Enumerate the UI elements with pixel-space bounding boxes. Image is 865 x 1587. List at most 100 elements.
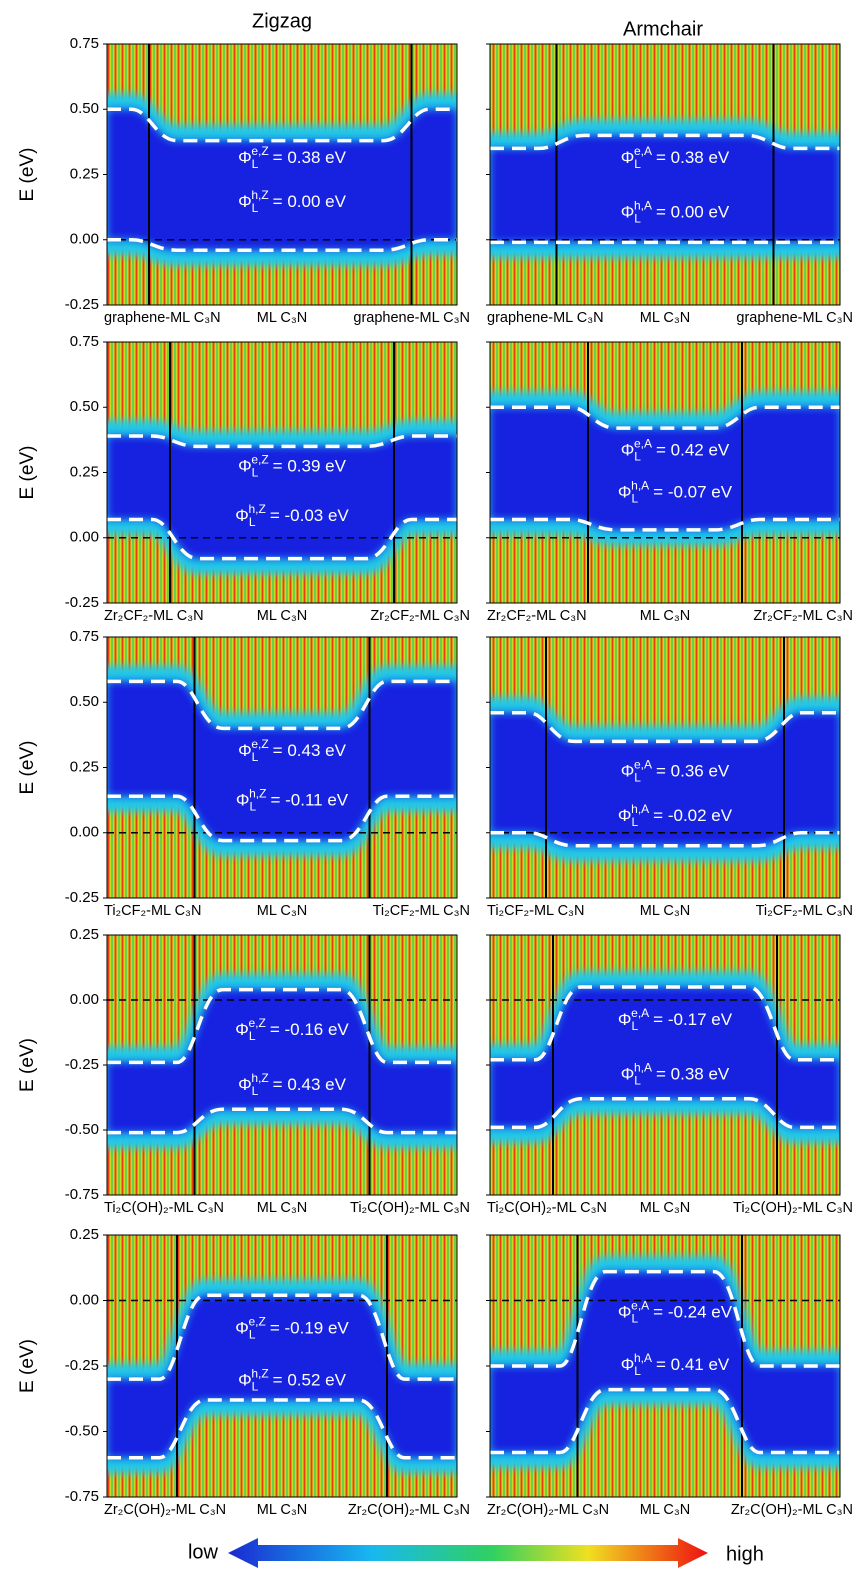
barrier-value: = 0.36 eV (656, 762, 730, 781)
vbm-line (107, 1107, 457, 1135)
y-tick-label: 0.25 (70, 1226, 99, 1243)
y-axis-label: E (eV) (17, 741, 38, 795)
y-tick-label: 0.50 (70, 100, 99, 117)
region-label: Ti₂CF₂-ML C₃N (756, 903, 853, 919)
gap-region (490, 135, 840, 243)
y-tick-label: 0.50 (70, 398, 99, 415)
region-label: Ti₂CF₂-ML C₃N (487, 903, 584, 919)
ldos-panel (107, 342, 457, 603)
barrier-symbol: Φ (621, 1355, 635, 1374)
ldos-panel (107, 1235, 457, 1497)
barrier-label: ΦLh,Z = 0.00 eV (238, 188, 347, 215)
barrier-symbol: Φ (238, 1371, 252, 1390)
vbm-line (490, 1097, 840, 1130)
barrier-symbol: Φ (238, 1075, 252, 1094)
barrier-symbol: Φ (238, 193, 252, 212)
ldos-panel (490, 1235, 840, 1497)
region-label: ML C₃N (257, 903, 307, 919)
barrier-symbol: Φ (618, 483, 632, 502)
barrier-symbol: Φ (621, 762, 635, 781)
column-title: Zigzag (252, 10, 312, 32)
barrier-sup: h,A (631, 479, 649, 493)
ldos-panel (490, 637, 840, 898)
barrier-symbol: Φ (238, 741, 252, 760)
barrier-sup: e,Z (249, 1016, 266, 1030)
barrier-value: = -0.11 eV (270, 791, 348, 810)
y-tick-label: 0.00 (70, 231, 99, 248)
barrier-sub: L (631, 1312, 638, 1326)
barrier-label: ΦLe,Z = 0.39 eV (238, 452, 347, 479)
barrier-sub: L (249, 1029, 256, 1043)
gap-region (107, 109, 457, 251)
ldos-panel (107, 935, 457, 1195)
barrier-label: ΦLe,A = 0.42 eV (621, 437, 730, 464)
barrier-value: = 0.39 eV (273, 457, 347, 476)
y-tick-label: -0.25 (65, 889, 99, 906)
ldos-panel (490, 935, 840, 1195)
ldos-panel (490, 342, 840, 603)
barrier-symbol: Φ (621, 203, 635, 222)
barrier-value: = 0.43 eV (273, 741, 347, 760)
barrier-symbol: Φ (621, 148, 635, 167)
y-axis-label: E (eV) (17, 1339, 38, 1393)
cbm-line (490, 710, 840, 744)
barrier-value: = -0.16 eV (270, 1021, 350, 1040)
barrier-sup: e,A (634, 758, 652, 772)
barrier-label: ΦLe,A = -0.17 eV (618, 1006, 733, 1033)
barrier-sup: e,A (634, 144, 652, 158)
region-label: Zr₂C(OH)₂-ML C₃N (487, 1502, 609, 1518)
region-label: ML C₃N (257, 608, 307, 624)
barrier-sup: e,Z (251, 452, 268, 466)
barrier-value: = -0.19 eV (270, 1319, 350, 1338)
cbm-line (107, 434, 457, 449)
barrier-sub: L (634, 771, 641, 785)
barrier-sub: L (631, 815, 638, 829)
barrier-sub: L (252, 157, 259, 171)
ldos-panel (107, 637, 457, 898)
region-label: Ti₂C(OH)₂-ML C₃N (104, 1200, 224, 1216)
y-tick-label: -0.75 (65, 1186, 99, 1203)
barrier-sub: L (634, 1364, 641, 1378)
barrier-sub: L (634, 157, 641, 171)
barrier-label: ΦLh,A = 0.41 eV (621, 1351, 730, 1378)
gap-region (107, 1295, 457, 1458)
barrier-label: ΦLe,A = 0.38 eV (621, 144, 730, 171)
region-label: Zr₂CF₂-ML C₃N (104, 608, 204, 624)
barrier-symbol: Φ (618, 1010, 632, 1029)
colorbar-high: high (726, 1543, 764, 1565)
cbm-line (107, 107, 457, 143)
y-tick-label: 0.25 (70, 926, 99, 943)
region-label: Zr₂C(OH)₂-ML C₃N (348, 1502, 470, 1518)
cbm-line (107, 679, 457, 731)
region-label: ML C₃N (640, 1200, 690, 1216)
barrier-sup: h,Z (251, 1071, 268, 1085)
barrier-sub: L (249, 800, 256, 814)
barrier-symbol: Φ (235, 506, 249, 525)
y-tick-label: -0.50 (65, 1422, 99, 1439)
y-axis-label: E (eV) (17, 446, 38, 500)
gap-region (107, 435, 457, 559)
gap-region (490, 987, 840, 1128)
cbm-line (490, 405, 840, 430)
region-label: Zr₂CF₂-ML C₃N (487, 608, 587, 624)
barrier-label: ΦLe,A = -0.24 eV (618, 1299, 733, 1326)
colorbar-low: low (188, 1541, 219, 1563)
barrier-label: ΦLe,A = 0.36 eV (621, 758, 730, 785)
region-label: graphene-ML C₃N (353, 310, 470, 326)
y-tick-label: 0.50 (70, 693, 99, 710)
cbm-line (490, 985, 840, 1062)
region-label: Zr₂C(OH)₂-ML C₃N (731, 1502, 853, 1518)
region-label: Zr₂CF₂-ML C₃N (753, 608, 853, 624)
barrier-label: ΦLe,Z = -0.19 eV (235, 1314, 349, 1341)
barrier-sup: e,Z (251, 144, 268, 158)
barrier-symbol: Φ (621, 441, 635, 460)
barrier-symbol: Φ (238, 148, 252, 167)
barrier-value: = 0.38 eV (656, 1065, 730, 1084)
barrier-value: = -0.07 eV (653, 483, 733, 502)
barrier-value: = -0.02 eV (653, 807, 733, 826)
barrier-label: ΦLe,Z = 0.38 eV (238, 144, 347, 171)
barrier-sub: L (249, 1327, 256, 1341)
cbm-line (107, 1293, 457, 1381)
barrier-value: = -0.24 eV (653, 1303, 733, 1322)
